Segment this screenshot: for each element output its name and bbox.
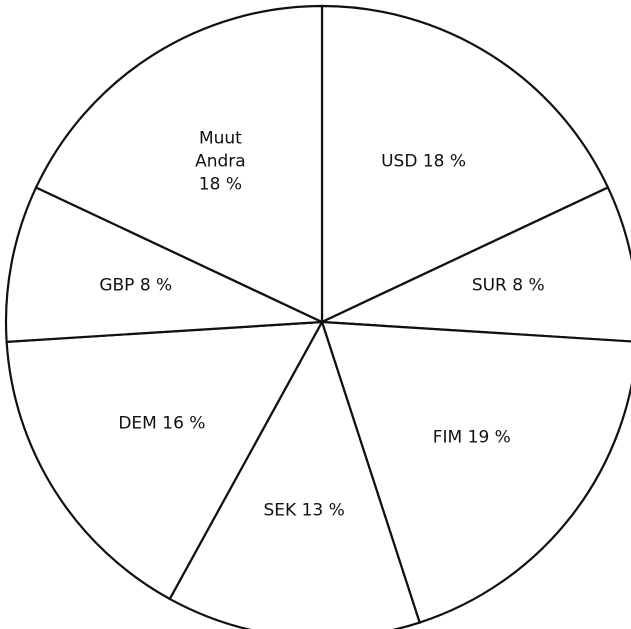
category-label: SUR — [471, 276, 507, 296]
slice-label: DEM 16 % — [107, 412, 217, 435]
category-label: Muut Andra — [195, 128, 246, 172]
pie-slice — [321, 185, 631, 343]
category-label: DEM — [118, 413, 157, 434]
value-label: 18 % — [198, 174, 242, 195]
category-label: GBP — [99, 276, 135, 296]
pie-slice — [4, 185, 323, 344]
value-label: 8 % — [139, 276, 173, 296]
value-label: 19 % — [467, 427, 511, 448]
slice-label: Muut Andra 18 % — [185, 128, 255, 197]
value-label: 16 % — [162, 413, 206, 434]
category-label: FIM — [432, 427, 463, 448]
pie-slice — [320, 320, 631, 624]
pie-slice — [5, 320, 324, 601]
pie-slice — [320, 4, 610, 324]
value-label: 8 % — [512, 276, 545, 296]
slice-label: GBP 8 % — [81, 275, 191, 298]
slice-label: USD 18 % — [369, 150, 479, 173]
slice-label: SUR 8 % — [453, 275, 563, 298]
category-label: USD — [381, 151, 418, 172]
slice-label: FIM 19 % — [417, 427, 527, 450]
category-label: SEK — [263, 500, 297, 521]
value-label: 18 % — [422, 151, 467, 172]
value-label: 13 % — [301, 500, 345, 521]
pie-slice — [34, 4, 324, 324]
slice-label: SEK 13 % — [249, 499, 359, 522]
